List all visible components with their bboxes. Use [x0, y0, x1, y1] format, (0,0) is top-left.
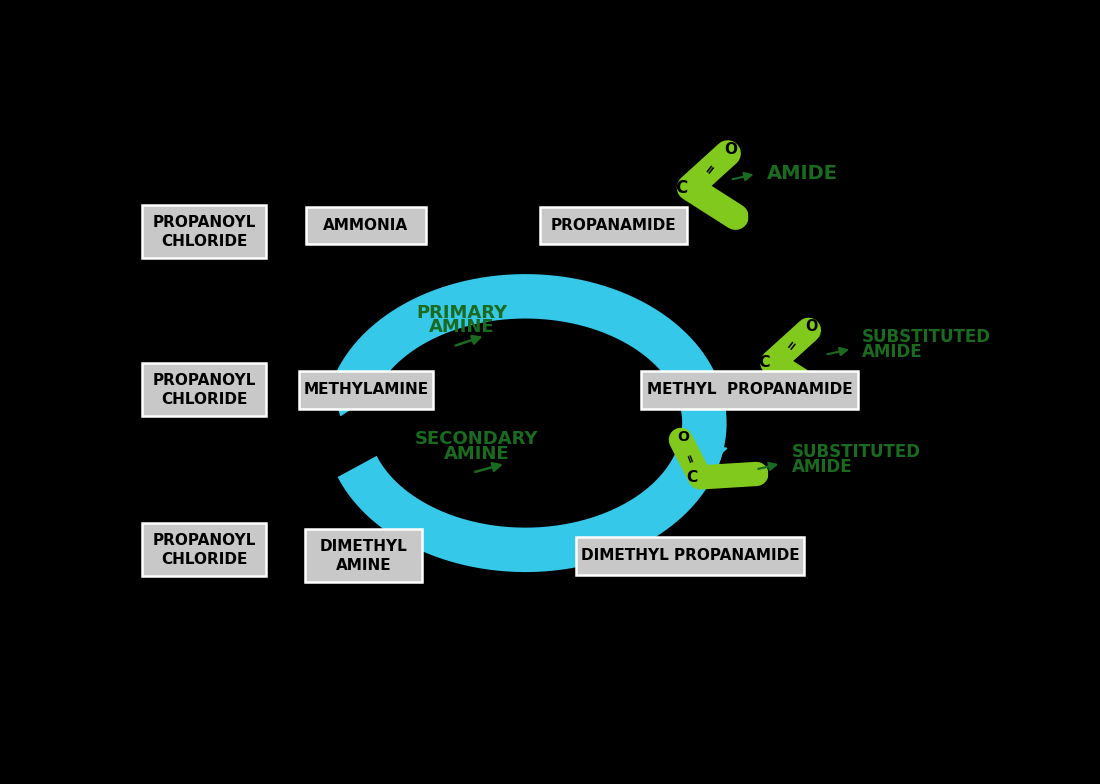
FancyBboxPatch shape: [306, 207, 426, 245]
Text: =: =: [784, 337, 801, 353]
Text: AMIDE: AMIDE: [862, 343, 923, 361]
Text: PROPANOYL
CHLORIDE: PROPANOYL CHLORIDE: [152, 373, 255, 407]
Text: C: C: [686, 470, 697, 485]
Text: SUBSTITUTED: SUBSTITUTED: [862, 328, 991, 347]
Text: =: =: [683, 451, 696, 463]
Text: METHYLAMINE: METHYLAMINE: [304, 383, 429, 397]
Text: PROPANOYL
CHLORIDE: PROPANOYL CHLORIDE: [152, 215, 255, 249]
Text: C: C: [759, 355, 770, 370]
Text: O: O: [678, 430, 690, 444]
FancyBboxPatch shape: [575, 537, 804, 575]
Text: METHYL  PROPANAMIDE: METHYL PROPANAMIDE: [647, 383, 852, 397]
Text: PROPANAMIDE: PROPANAMIDE: [550, 218, 676, 233]
Text: NH–: NH–: [826, 384, 858, 399]
Text: NH₂: NH₂: [747, 210, 779, 226]
Text: PROPANOYL
CHLORIDE: PROPANOYL CHLORIDE: [152, 533, 255, 567]
FancyBboxPatch shape: [641, 371, 858, 408]
Text: SUBSTITUTED: SUBSTITUTED: [792, 443, 921, 461]
Text: AMIDE: AMIDE: [792, 458, 852, 476]
Text: C: C: [675, 179, 688, 197]
FancyBboxPatch shape: [305, 529, 422, 583]
Text: AMIDE: AMIDE: [767, 165, 837, 183]
Text: AMMONIA: AMMONIA: [323, 218, 408, 233]
Text: NH–: NH–: [767, 468, 798, 482]
Text: AMINE: AMINE: [444, 445, 509, 463]
Text: CH₃: CH₃: [560, 411, 593, 429]
Text: SECONDARY: SECONDARY: [415, 430, 539, 448]
Text: O: O: [805, 319, 817, 334]
FancyBboxPatch shape: [298, 371, 433, 408]
Text: DIMETHYL
AMINE: DIMETHYL AMINE: [319, 539, 407, 572]
FancyBboxPatch shape: [142, 523, 266, 576]
Text: =: =: [702, 161, 719, 177]
Text: O: O: [724, 142, 737, 158]
Text: PRIMARY: PRIMARY: [416, 303, 507, 321]
FancyBboxPatch shape: [142, 205, 266, 258]
Polygon shape: [676, 442, 727, 477]
Text: DIMETHYL PROPANAMIDE: DIMETHYL PROPANAMIDE: [581, 548, 800, 564]
FancyBboxPatch shape: [142, 363, 266, 416]
FancyBboxPatch shape: [540, 207, 686, 245]
Text: 3 —: 3 —: [443, 411, 480, 429]
Text: AMINE: AMINE: [429, 318, 494, 336]
Polygon shape: [331, 379, 379, 416]
